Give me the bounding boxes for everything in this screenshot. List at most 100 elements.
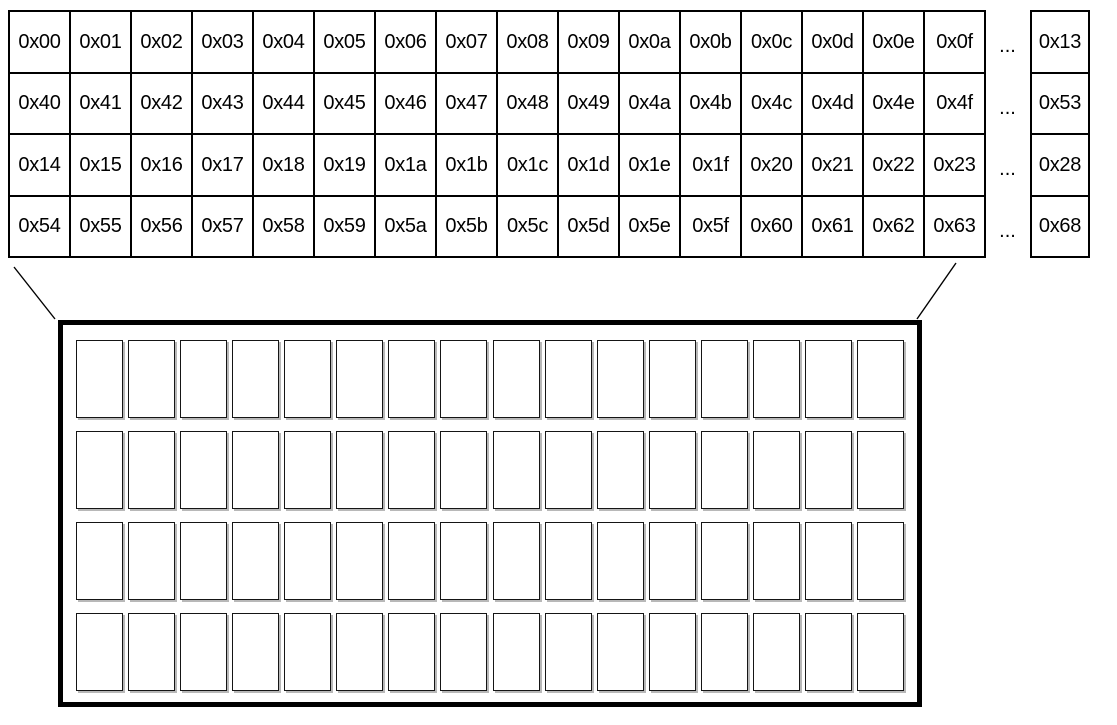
address-cell: 0x18 [252, 133, 315, 197]
address-cell: 0x45 [313, 71, 376, 135]
address-table-body: 0x00 0x01 0x02 0x03 0x04 0x05 0x06 0x07 0x08 0x09… [8, 10, 986, 258]
address-cell: 0x68 [1030, 194, 1090, 258]
address-cell: 0x4c [740, 71, 803, 135]
address-cell: 0x28 [1030, 133, 1090, 197]
address-cell: 0x48 [496, 71, 559, 135]
block-cell [596, 431, 644, 509]
address-cell: 0x41 [69, 71, 132, 135]
address-cell: 0x1a [374, 133, 437, 197]
block-cell [336, 340, 384, 418]
block-cell [648, 340, 696, 418]
address-cell: 0x53 [1030, 71, 1090, 135]
block-cell [388, 431, 436, 509]
block-cell [388, 340, 436, 418]
block-cell [336, 613, 384, 691]
address-cell: 0x47 [435, 71, 498, 135]
address-cell: 0x44 [252, 71, 315, 135]
block-cell [596, 613, 644, 691]
address-cell: 0x4e [862, 71, 925, 135]
block-cell [804, 613, 852, 691]
connector-line-left [13, 266, 56, 320]
block-cell [700, 522, 748, 600]
connector-line-right [916, 262, 957, 320]
address-cell: 0x46 [374, 71, 437, 135]
block-cell [388, 522, 436, 600]
address-table: 0x00 0x01 0x02 0x03 0x04 0x05 0x06 0x07 0x08 0x09… [8, 10, 986, 258]
address-cell: 0x56 [130, 194, 193, 258]
address-row: 0x54 0x55 0x56 0x57 0x58 0x59 0x5a 0x5b 0x5c 0x5d… [8, 194, 986, 258]
block-cell [76, 431, 123, 509]
address-cell: 0x5f [679, 194, 742, 258]
block-cell [336, 522, 384, 600]
address-cell: 0x1b [435, 133, 498, 197]
block-cell [128, 431, 176, 509]
address-row: 0x14 0x15 0x16 0x17 0x18 0x19 0x1a 0x1b 0x1c 0x1d… [8, 133, 986, 197]
block-cell [804, 340, 852, 418]
address-cell: 0x5a [374, 194, 437, 258]
address-row: 0x00 0x01 0x02 0x03 0x04 0x05 0x06 0x07 0x08 0x09… [8, 10, 986, 74]
address-cell: 0x13 [1030, 10, 1090, 74]
block-cell [180, 613, 228, 691]
address-cell: 0x0a [618, 10, 681, 74]
block-cell [700, 340, 748, 418]
memory-block-box [58, 320, 922, 707]
block-row [76, 340, 904, 418]
address-cell: 0x21 [801, 133, 864, 197]
block-cell [648, 431, 696, 509]
ellipsis: ... [999, 158, 1016, 181]
block-row [76, 522, 904, 600]
ellipsis-column: ............ [985, 10, 1030, 256]
block-cell [752, 613, 800, 691]
address-cell: 0x00 [8, 10, 71, 74]
block-cell [596, 522, 644, 600]
block-cell [284, 613, 332, 691]
address-cell: 0x14 [8, 133, 71, 197]
address-cell: 0x01 [69, 10, 132, 74]
address-cell: 0x0f [923, 10, 986, 74]
block-cell [180, 522, 228, 600]
block-cell [544, 613, 592, 691]
address-cell: 0x60 [740, 194, 803, 258]
block-cell [76, 340, 123, 418]
block-cell [752, 431, 800, 509]
address-cell: 0x17 [191, 133, 254, 197]
block-cell [284, 340, 332, 418]
block-row [76, 431, 904, 509]
address-cell: 0x5e [618, 194, 681, 258]
tail-address-row: 0x53 [1030, 71, 1090, 135]
address-cell: 0x0e [862, 10, 925, 74]
address-cell: 0x20 [740, 133, 803, 197]
address-cell: 0x43 [191, 71, 254, 135]
address-cell: 0x57 [191, 194, 254, 258]
tail-address-column-body: 0x13 0x53 0x28 0x68 [1030, 10, 1090, 258]
address-cell: 0x22 [862, 133, 925, 197]
address-cell: 0x07 [435, 10, 498, 74]
address-cell: 0x04 [252, 10, 315, 74]
address-cell: 0x4d [801, 71, 864, 135]
address-cell: 0x1e [618, 133, 681, 197]
address-cell: 0x05 [313, 10, 376, 74]
block-cell [76, 613, 123, 691]
address-cell: 0x09 [557, 10, 620, 74]
address-cell: 0x5c [496, 194, 559, 258]
address-cell: 0x1c [496, 133, 559, 197]
address-cell: 0x0c [740, 10, 803, 74]
block-cell [388, 613, 436, 691]
address-cell: 0x0d [801, 10, 864, 74]
address-cell: 0x59 [313, 194, 376, 258]
block-cell [128, 522, 176, 600]
address-cell: 0x49 [557, 71, 620, 135]
block-cell [648, 522, 696, 600]
address-cell: 0x5d [557, 194, 620, 258]
block-cell [804, 522, 852, 600]
block-cell [180, 431, 228, 509]
address-cell: 0x55 [69, 194, 132, 258]
block-cell [492, 613, 540, 691]
block-cell [440, 522, 488, 600]
block-cell [232, 340, 280, 418]
address-cell: 0x40 [8, 71, 71, 135]
block-cell [232, 431, 280, 509]
address-cell: 0x03 [191, 10, 254, 74]
ellipsis: ... [999, 96, 1016, 119]
